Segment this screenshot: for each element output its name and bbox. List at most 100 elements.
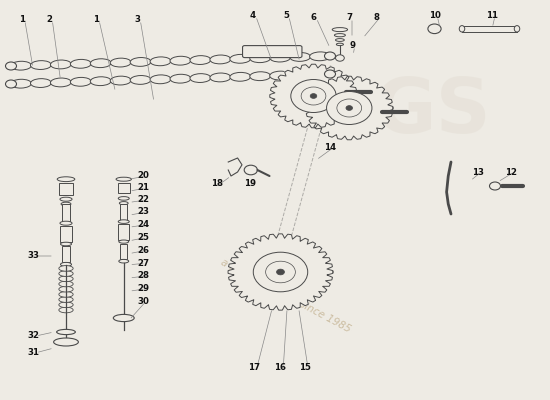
Ellipse shape	[334, 34, 345, 37]
Ellipse shape	[51, 60, 72, 69]
Circle shape	[253, 252, 308, 292]
Ellipse shape	[290, 52, 311, 61]
Text: 13: 13	[472, 168, 485, 176]
Ellipse shape	[119, 202, 128, 205]
Ellipse shape	[60, 262, 72, 266]
Text: 1: 1	[19, 16, 25, 24]
Text: a passion for life since 1985: a passion for life since 1985	[219, 257, 353, 335]
Ellipse shape	[336, 43, 343, 46]
Ellipse shape	[150, 75, 171, 84]
Circle shape	[336, 55, 344, 61]
Ellipse shape	[70, 78, 91, 86]
Text: 33: 33	[27, 252, 39, 260]
Text: 20: 20	[137, 172, 149, 180]
Text: 31: 31	[27, 348, 39, 357]
Text: 25: 25	[137, 233, 149, 242]
Circle shape	[277, 269, 284, 275]
Ellipse shape	[118, 220, 129, 223]
Polygon shape	[306, 76, 393, 140]
Ellipse shape	[230, 72, 251, 81]
Ellipse shape	[230, 54, 251, 63]
Polygon shape	[270, 64, 358, 128]
Ellipse shape	[51, 78, 72, 87]
Ellipse shape	[310, 70, 331, 79]
Text: 27: 27	[137, 259, 149, 268]
Ellipse shape	[170, 56, 191, 65]
Ellipse shape	[54, 338, 78, 346]
Circle shape	[6, 80, 16, 88]
Circle shape	[310, 94, 317, 98]
Ellipse shape	[59, 281, 73, 287]
Ellipse shape	[336, 39, 344, 41]
Bar	[120, 244, 127, 259]
Ellipse shape	[130, 58, 151, 66]
Ellipse shape	[110, 76, 131, 85]
Ellipse shape	[290, 70, 311, 79]
Text: 21: 21	[137, 184, 149, 192]
Ellipse shape	[210, 73, 231, 82]
Text: 22: 22	[137, 196, 149, 204]
Ellipse shape	[90, 59, 111, 68]
Ellipse shape	[250, 54, 271, 62]
Circle shape	[6, 62, 16, 70]
Ellipse shape	[110, 58, 131, 67]
Bar	[118, 183, 130, 193]
Text: 24: 24	[137, 220, 149, 229]
Ellipse shape	[60, 242, 72, 246]
Ellipse shape	[119, 260, 129, 263]
Text: 29: 29	[137, 284, 149, 293]
Text: 11: 11	[486, 12, 498, 20]
Ellipse shape	[170, 74, 191, 83]
Text: 9: 9	[349, 42, 355, 50]
Circle shape	[327, 92, 372, 124]
Ellipse shape	[60, 221, 72, 225]
Ellipse shape	[60, 197, 72, 201]
Text: 17: 17	[248, 364, 260, 372]
Ellipse shape	[61, 202, 71, 206]
Text: 23: 23	[137, 208, 149, 216]
Ellipse shape	[119, 240, 129, 243]
Text: 28: 28	[137, 272, 149, 280]
Ellipse shape	[190, 74, 211, 82]
Ellipse shape	[270, 71, 290, 80]
Ellipse shape	[59, 292, 73, 297]
Ellipse shape	[150, 57, 171, 66]
Ellipse shape	[90, 77, 111, 86]
Ellipse shape	[59, 266, 73, 271]
Ellipse shape	[30, 79, 51, 88]
Text: 5: 5	[283, 12, 289, 20]
Text: 16: 16	[274, 364, 287, 372]
Text: 4: 4	[250, 12, 256, 20]
Ellipse shape	[59, 302, 73, 308]
Text: 30: 30	[137, 297, 149, 306]
Ellipse shape	[116, 177, 131, 181]
Ellipse shape	[514, 26, 520, 32]
Polygon shape	[228, 234, 333, 310]
Bar	[59, 183, 73, 195]
Ellipse shape	[190, 56, 211, 64]
Ellipse shape	[59, 307, 73, 313]
Text: GS: GS	[373, 75, 491, 149]
Text: 10: 10	[428, 12, 441, 20]
Ellipse shape	[270, 53, 290, 62]
Text: 2: 2	[47, 16, 52, 24]
Bar	[62, 246, 70, 262]
Ellipse shape	[130, 76, 151, 84]
Text: 8: 8	[374, 14, 379, 22]
Ellipse shape	[250, 72, 271, 80]
Text: 19: 19	[244, 180, 256, 188]
Text: 32: 32	[27, 332, 39, 340]
Text: 7: 7	[346, 14, 353, 22]
Ellipse shape	[459, 26, 465, 32]
Text: 26: 26	[137, 246, 149, 255]
Ellipse shape	[59, 276, 73, 282]
Ellipse shape	[59, 286, 73, 292]
Ellipse shape	[10, 61, 31, 70]
Circle shape	[324, 52, 336, 60]
Text: 3: 3	[135, 16, 140, 24]
Text: 14: 14	[324, 144, 336, 152]
Ellipse shape	[310, 52, 331, 61]
Bar	[120, 204, 127, 220]
Ellipse shape	[10, 79, 31, 88]
Ellipse shape	[57, 330, 75, 334]
